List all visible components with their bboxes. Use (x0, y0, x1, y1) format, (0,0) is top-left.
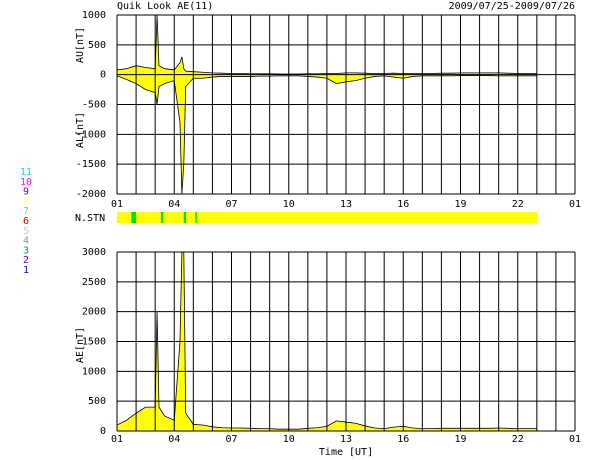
x-tick-label: 04 (168, 434, 180, 445)
legend-entry: 2 (23, 255, 29, 266)
station-segment (160, 212, 164, 223)
legend-entry: 6 (23, 216, 29, 227)
plot-data (117, 15, 537, 194)
y-tick-label: -1000 (76, 129, 106, 140)
legend-entry: 11 (20, 167, 32, 178)
y-tick-label: 2000 (82, 307, 106, 318)
y-axis-label: AU[nT] (75, 27, 86, 63)
y-tick-label: 1500 (82, 337, 106, 348)
legend-entry: 3 (23, 245, 29, 256)
y-tick-label: 500 (88, 40, 106, 51)
x-tick-label: 07 (225, 434, 237, 445)
y-tick-label: -500 (82, 100, 106, 111)
x-tick-label: 10 (283, 434, 295, 445)
y-axis-label: AL[nT] (75, 112, 86, 148)
x-tick-label: 19 (454, 199, 466, 210)
y-tick-label: 0 (100, 70, 106, 81)
station-segment (131, 212, 137, 223)
y-tick-label: 0 (100, 426, 106, 437)
line (117, 75, 537, 194)
legend-entry: 1 (23, 265, 29, 276)
y-tick-label: 2500 (82, 277, 106, 288)
y-tick-label: 1000 (82, 366, 106, 377)
plot-data (117, 252, 537, 431)
station-label: N.STN (75, 213, 105, 224)
x-tick-label: 01 (111, 434, 123, 445)
x-tick-label: 07 (225, 199, 237, 210)
x-tick-label: 01 (569, 434, 581, 445)
x-tick-label: 13 (340, 199, 352, 210)
area (117, 252, 537, 431)
x-tick-label: 19 (454, 434, 466, 445)
area (117, 15, 537, 75)
y-axis-label: AE[nT] (75, 327, 86, 363)
chart-title: Quik Look AE(11) (117, 1, 213, 12)
x-tick-label: 01 (569, 199, 581, 210)
legend-entry: 7 (23, 206, 29, 217)
y-tick-label: 3000 (82, 247, 106, 258)
x-tick-label: 04 (168, 199, 180, 210)
legend-entry: 9 (23, 187, 29, 198)
station-segment (117, 212, 538, 223)
x-tick-label: 22 (512, 199, 524, 210)
y-tick-label: -2000 (76, 189, 106, 200)
x-tick-label: 22 (512, 434, 524, 445)
legend-entry: 10 (20, 177, 32, 188)
legend-entry: 5 (23, 226, 29, 237)
legend-entry: 4 (23, 236, 29, 247)
date-range: 2009/07/25-2009/07/26 (449, 1, 575, 12)
x-tick-label: 16 (397, 434, 409, 445)
x-tick-label: 01 (111, 199, 123, 210)
station-segment (183, 212, 187, 223)
x-tick-label: 13 (340, 434, 352, 445)
x-tick-label: 16 (397, 199, 409, 210)
line (117, 252, 537, 430)
y-tick-label: -1500 (76, 159, 106, 170)
x-axis-label: Time [UT] (319, 447, 373, 458)
legend-entry: 8 (23, 196, 29, 207)
y-tick-label: 1000 (82, 10, 106, 21)
station-segment (195, 212, 197, 223)
line (117, 15, 537, 75)
y-tick-label: 500 (88, 396, 106, 407)
x-tick-label: 10 (283, 199, 295, 210)
